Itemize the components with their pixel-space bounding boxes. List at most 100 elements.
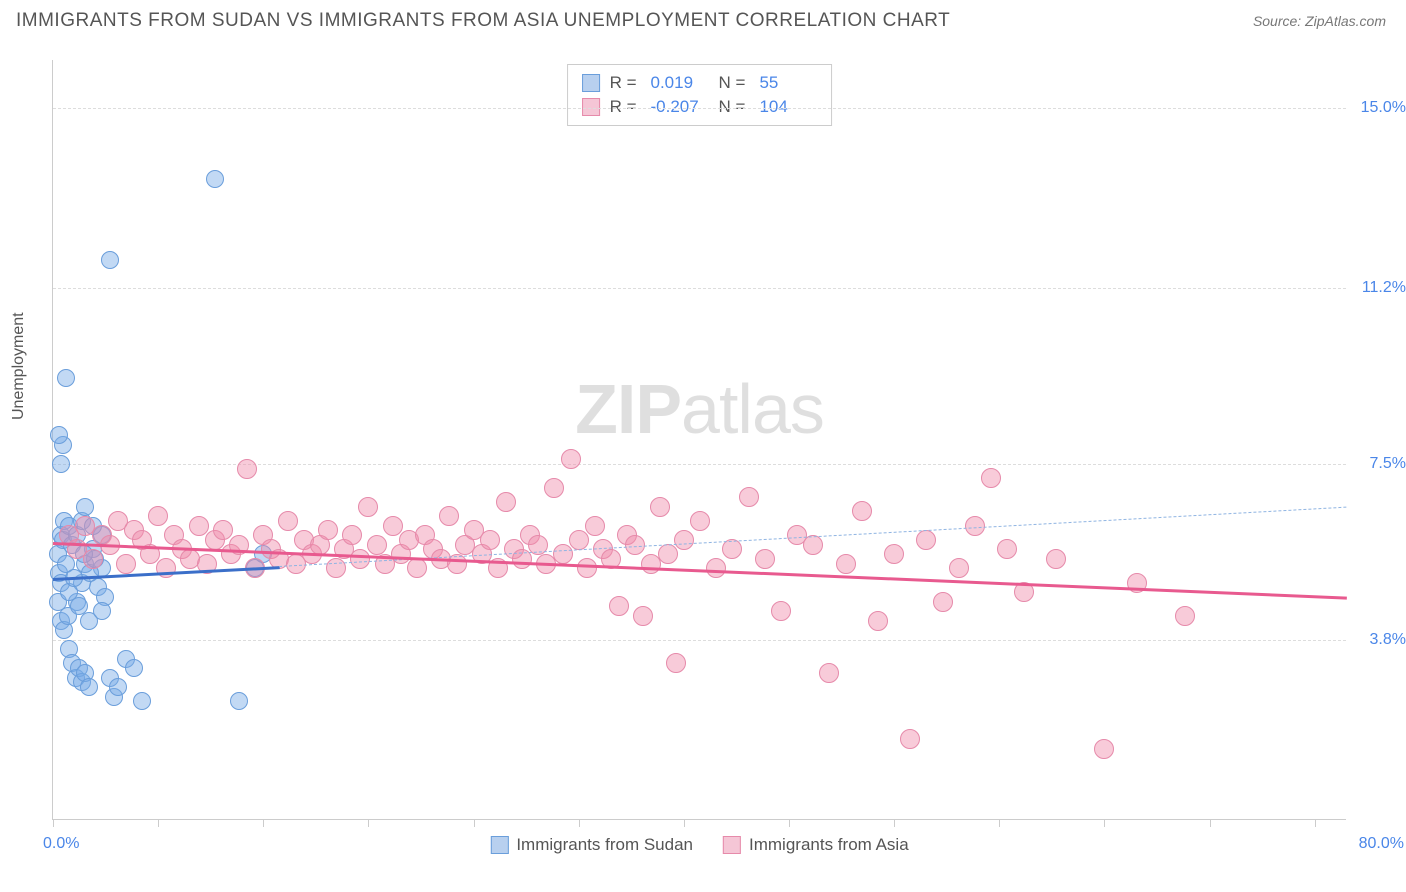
data-point-asia bbox=[83, 549, 103, 569]
data-point-asia bbox=[650, 497, 670, 517]
x-tick bbox=[999, 819, 1000, 827]
x-tick bbox=[1315, 819, 1316, 827]
data-point-sudan bbox=[206, 170, 224, 188]
data-point-asia bbox=[544, 478, 564, 498]
source-prefix: Source: bbox=[1253, 13, 1305, 29]
data-point-asia bbox=[884, 544, 904, 564]
legend-row-sudan: R = 0.019 N = 55 bbox=[582, 71, 818, 95]
data-point-asia bbox=[666, 653, 686, 673]
data-point-sudan bbox=[230, 692, 248, 710]
watermark-zip: ZIP bbox=[575, 370, 681, 448]
gridline bbox=[53, 108, 1346, 109]
x-tick bbox=[684, 819, 685, 827]
data-point-asia bbox=[383, 516, 403, 536]
correlation-legend: R = 0.019 N = 55 R = -0.207 N = 104 bbox=[567, 64, 833, 126]
data-point-asia bbox=[633, 606, 653, 626]
data-point-asia bbox=[342, 525, 362, 545]
x-tick bbox=[474, 819, 475, 827]
x-axis-max-label: 80.0% bbox=[1359, 835, 1404, 853]
data-point-asia bbox=[213, 520, 233, 540]
x-tick bbox=[368, 819, 369, 827]
x-tick bbox=[894, 819, 895, 827]
data-point-asia bbox=[916, 530, 936, 550]
series-legend: Immigrants from Sudan Immigrants from As… bbox=[490, 835, 908, 855]
y-tick-label: 3.8% bbox=[1370, 631, 1406, 649]
data-point-asia bbox=[496, 492, 516, 512]
data-point-asia bbox=[148, 506, 168, 526]
data-point-asia bbox=[318, 520, 338, 540]
data-point-asia bbox=[625, 535, 645, 555]
data-point-asia bbox=[933, 592, 953, 612]
data-point-asia bbox=[609, 596, 629, 616]
data-point-asia bbox=[367, 535, 387, 555]
data-point-asia bbox=[949, 558, 969, 578]
data-point-sudan bbox=[109, 678, 127, 696]
data-point-asia bbox=[658, 544, 678, 564]
data-point-asia bbox=[585, 516, 605, 536]
x-tick bbox=[158, 819, 159, 827]
data-point-sudan bbox=[93, 602, 111, 620]
y-tick-label: 15.0% bbox=[1361, 99, 1406, 117]
source-attribution: Source: ZipAtlas.com bbox=[1253, 13, 1386, 29]
data-point-asia bbox=[819, 663, 839, 683]
watermark: ZIPatlas bbox=[575, 369, 824, 449]
data-point-sudan bbox=[101, 251, 119, 269]
data-point-asia bbox=[116, 554, 136, 574]
watermark-atlas: atlas bbox=[681, 370, 824, 448]
gridline bbox=[53, 288, 1346, 289]
data-point-asia bbox=[553, 544, 573, 564]
data-point-asia bbox=[480, 530, 500, 550]
source-name: ZipAtlas.com bbox=[1305, 13, 1386, 29]
data-point-asia bbox=[1175, 606, 1195, 626]
data-point-asia bbox=[722, 539, 742, 559]
legend-label-asia: Immigrants from Asia bbox=[749, 835, 909, 855]
swatch-sudan-icon bbox=[582, 74, 600, 92]
data-point-sudan bbox=[76, 498, 94, 516]
data-point-asia bbox=[706, 558, 726, 578]
x-tick bbox=[1210, 819, 1211, 827]
legend-label-sudan: Immigrants from Sudan bbox=[516, 835, 693, 855]
data-point-asia bbox=[278, 511, 298, 531]
data-point-asia bbox=[358, 497, 378, 517]
data-point-asia bbox=[577, 558, 597, 578]
n-label: N = bbox=[719, 71, 746, 95]
x-tick bbox=[263, 819, 264, 827]
data-point-asia bbox=[439, 506, 459, 526]
data-point-asia bbox=[739, 487, 759, 507]
x-axis-min-label: 0.0% bbox=[43, 835, 79, 853]
swatch-sudan-icon bbox=[490, 836, 508, 854]
data-point-asia bbox=[836, 554, 856, 574]
gridline bbox=[53, 640, 1346, 641]
x-tick bbox=[1104, 819, 1105, 827]
y-tick-label: 7.5% bbox=[1370, 455, 1406, 473]
data-point-asia bbox=[350, 549, 370, 569]
data-point-asia bbox=[674, 530, 694, 550]
chart-title: IMMIGRANTS FROM SUDAN VS IMMIGRANTS FROM… bbox=[16, 10, 950, 32]
x-tick bbox=[53, 819, 54, 827]
chart-plot-area: ZIPatlas R = 0.019 N = 55 R = -0.207 N =… bbox=[52, 60, 1346, 820]
data-point-asia bbox=[407, 558, 427, 578]
legend-item-sudan: Immigrants from Sudan bbox=[490, 835, 693, 855]
data-point-sudan bbox=[52, 455, 70, 473]
x-tick bbox=[579, 819, 580, 827]
chart-header: IMMIGRANTS FROM SUDAN VS IMMIGRANTS FROM… bbox=[0, 0, 1406, 36]
data-point-sudan bbox=[50, 426, 68, 444]
r-label: R = bbox=[610, 71, 637, 95]
data-point-asia bbox=[1046, 549, 1066, 569]
data-point-asia bbox=[189, 516, 209, 536]
data-point-asia bbox=[981, 468, 1001, 488]
data-point-asia bbox=[237, 459, 257, 479]
data-point-asia bbox=[690, 511, 710, 531]
n-value-sudan: 55 bbox=[759, 71, 817, 95]
data-point-asia bbox=[1094, 739, 1114, 759]
data-point-asia bbox=[755, 549, 775, 569]
data-point-asia bbox=[771, 601, 791, 621]
data-point-asia bbox=[561, 449, 581, 469]
y-axis-label: Unemployment bbox=[10, 312, 28, 420]
swatch-asia-icon bbox=[723, 836, 741, 854]
y-tick-label: 11.2% bbox=[1362, 279, 1406, 297]
data-point-sudan bbox=[133, 692, 151, 710]
data-point-asia bbox=[900, 729, 920, 749]
data-point-asia bbox=[326, 558, 346, 578]
data-point-sudan bbox=[80, 678, 98, 696]
